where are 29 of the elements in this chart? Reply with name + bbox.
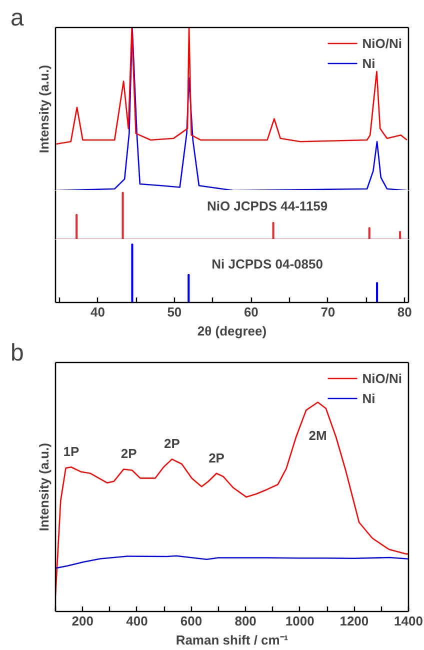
legend-label: NiO/Ni <box>362 370 402 386</box>
x-tick-label: 80 <box>397 304 412 320</box>
x-tick-label: 600 <box>180 614 202 628</box>
x-axis-title: 2θ (degree) <box>197 324 267 338</box>
x-tick-label: 40 <box>90 304 105 320</box>
chart-title: a <box>10 4 24 32</box>
x-tick-label: 1400 <box>394 614 423 628</box>
x-tick-label: 400 <box>126 614 148 628</box>
y-axis-title: Intensity (a.u.) <box>36 442 52 532</box>
annotation: 2P <box>208 450 225 466</box>
x-tick-label: 800 <box>234 614 256 628</box>
legend-label: NiO/Ni <box>362 36 402 50</box>
annotation: NiO JCPDS 44-1159 <box>206 198 328 214</box>
annotation: 2P <box>120 446 138 462</box>
legend-label: Ni <box>362 390 376 406</box>
x-tick-label: 200 <box>72 614 94 628</box>
annotation: 1P <box>63 444 80 460</box>
y-axis-title: Intensity (a.u.) <box>36 64 52 154</box>
x-tick-label: 1200 <box>340 614 369 628</box>
legend-label: Ni <box>362 56 376 70</box>
annotation: 2P <box>164 436 180 452</box>
annotation: Ni JCPDS 04-0850 <box>212 256 323 272</box>
annotation: 2M <box>308 428 327 444</box>
chart-title: b <box>10 340 24 366</box>
x-tick-label: 60 <box>244 304 258 320</box>
x-tick-label: 70 <box>320 304 336 320</box>
x-tick-label: 50 <box>167 304 182 320</box>
x-axis-title: Raman shift / cm⁻¹ <box>176 632 288 648</box>
x-tick-label: 1000 <box>285 614 314 628</box>
